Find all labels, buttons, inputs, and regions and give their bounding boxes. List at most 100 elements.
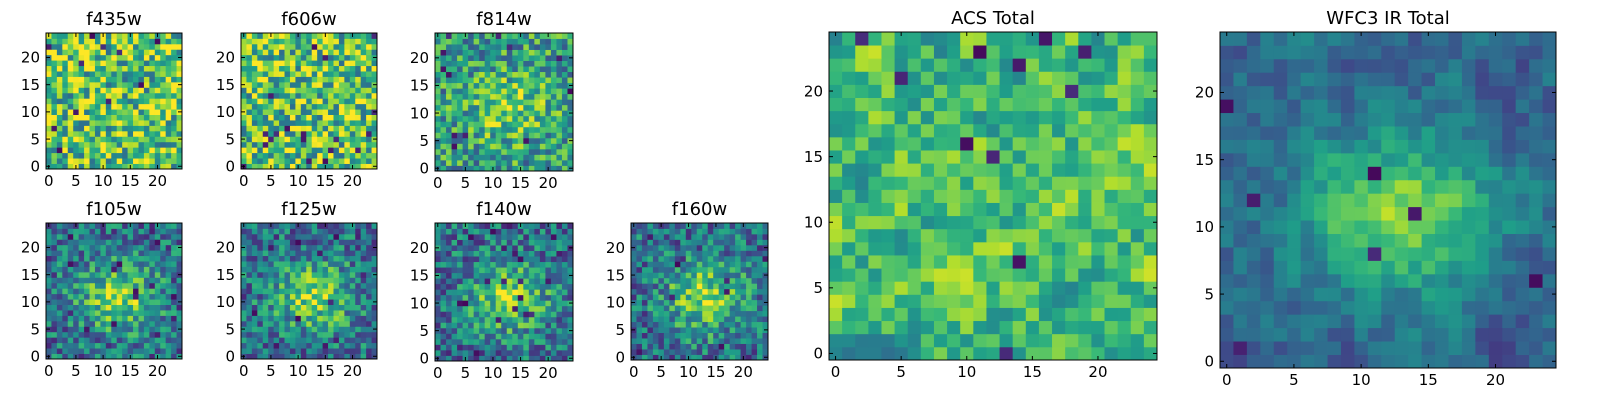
heatmap-cell (67, 315, 74, 322)
heatmap-cell (855, 307, 869, 322)
heatmap-cell (56, 136, 63, 143)
heatmap-cell (257, 130, 264, 137)
heatmap-cell (344, 271, 351, 278)
heatmap-cell (73, 233, 80, 240)
heatmap-cell (355, 81, 362, 88)
heatmap-cell (696, 332, 703, 339)
y-tick-label: 10 (606, 294, 625, 312)
heatmap-cell (246, 125, 253, 132)
heatmap-cell (484, 305, 491, 312)
heatmap-cell (94, 282, 101, 289)
heatmap-cell (1130, 320, 1145, 335)
heatmap-cell (457, 93, 463, 100)
heatmap-cell (160, 233, 167, 240)
heatmap-cell (289, 282, 296, 289)
heatmap-cell (680, 250, 687, 257)
heatmap-cell (986, 268, 1000, 282)
heatmap-cell (360, 54, 367, 61)
heatmap-cell (94, 261, 101, 267)
heatmap-cell (495, 267, 502, 274)
heatmap-cell (105, 81, 112, 88)
heatmap-cell (680, 343, 687, 350)
heatmap-cell (685, 288, 692, 295)
heatmap-cell (84, 65, 90, 72)
heatmap-cell (171, 239, 177, 246)
heatmap-cell (73, 158, 80, 164)
heatmap-cell (295, 271, 302, 278)
heatmap-cell (165, 43, 172, 50)
heatmap-cell (257, 71, 264, 77)
heatmap-cell (344, 141, 351, 148)
heatmap-cell (641, 266, 648, 273)
heatmap-cell (89, 109, 96, 115)
heatmap-cell (344, 109, 351, 115)
heatmap-cell (143, 271, 150, 278)
heatmap-cell (495, 344, 502, 351)
heatmap-cell (501, 143, 508, 150)
heatmap-cell (105, 244, 112, 251)
heatmap-cell (295, 239, 302, 246)
heatmap-cell (251, 109, 258, 115)
heatmap-cell (73, 147, 80, 154)
heatmap-cell (490, 121, 497, 128)
heatmap-cell (89, 282, 96, 289)
heatmap-cell (165, 228, 172, 235)
heatmap-cell (84, 130, 90, 137)
heatmap-cell (523, 126, 530, 133)
heatmap-cell (1078, 268, 1092, 282)
heatmap-cell (171, 158, 177, 164)
heatmap-cell (479, 99, 486, 106)
heatmap-cell (567, 77, 574, 84)
heatmap-cell (56, 299, 63, 305)
heatmap-cell (311, 130, 318, 137)
heatmap-cell (366, 49, 372, 56)
heatmap-cell (360, 136, 367, 143)
heatmap-cell (435, 250, 441, 257)
heatmap-cell (138, 114, 145, 121)
heatmap-cell (1130, 255, 1145, 269)
heatmap-cell (56, 33, 63, 39)
heatmap-cell (284, 331, 291, 338)
heatmap-cell (501, 110, 508, 117)
heatmap-cell (881, 320, 895, 335)
heatmap-cell (440, 349, 447, 356)
heatmap-cell (501, 316, 508, 323)
heatmap-cell (105, 239, 112, 246)
heatmap-cell (78, 71, 85, 77)
heatmap-cell (506, 132, 513, 139)
heatmap-cell (165, 33, 172, 39)
heatmap-cell (457, 66, 463, 73)
heatmap-cell (842, 268, 856, 282)
heatmap-cell (512, 300, 519, 307)
heatmap-cell (46, 261, 52, 267)
heatmap-cell (279, 76, 285, 83)
heatmap-cell (484, 239, 491, 246)
heatmap-cell (561, 283, 568, 290)
heatmap-cell (176, 315, 183, 322)
heatmap-cell (757, 255, 763, 262)
heatmap-cell (702, 310, 709, 317)
heatmap-cell (143, 76, 150, 83)
heatmap-cell (116, 244, 123, 251)
heatmap-cell (473, 33, 480, 39)
heatmap-cell (652, 223, 659, 229)
heatmap-cell (1038, 255, 1053, 269)
heatmap-cell (56, 38, 63, 45)
heatmap-cell (685, 250, 692, 257)
heatmap-cell (986, 320, 1000, 335)
heatmap-cell (116, 147, 123, 154)
heatmap-cell (251, 223, 258, 229)
heatmap-cell (338, 147, 345, 154)
heatmap-cell (154, 342, 161, 349)
heatmap-cell (842, 176, 856, 190)
heatmap-cell (133, 233, 139, 240)
heatmap-cell (446, 327, 452, 334)
heatmap-cell (67, 261, 74, 267)
heatmap-cell (512, 77, 519, 84)
heatmap-cell (344, 228, 351, 235)
y-tick-label: 15 (606, 266, 625, 284)
heatmap-cell (133, 326, 139, 333)
heatmap-cell (468, 338, 475, 345)
heatmap-cell (986, 294, 1000, 308)
heatmap-cell (506, 159, 513, 166)
